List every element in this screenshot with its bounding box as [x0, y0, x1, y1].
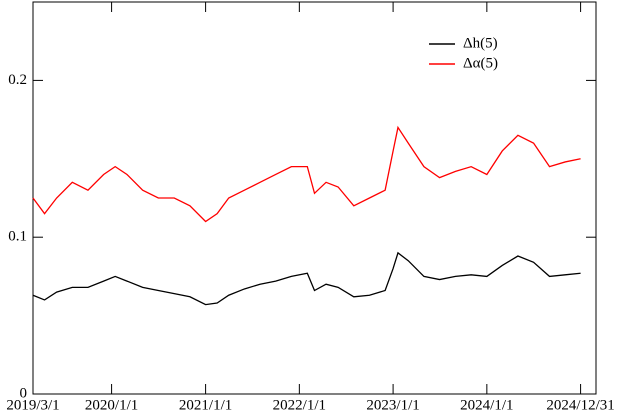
x-tick-label: 2021/1/1: [179, 397, 232, 413]
x-tick-label: 2023/1/1: [366, 397, 419, 413]
legend-label: Δh(5): [463, 35, 498, 51]
data-line: [32, 125, 581, 223]
x-tick-label: 2024/1/1: [460, 397, 513, 413]
x-tick-label: 2024/12/31: [546, 397, 614, 413]
x-tick-label: 2019/3/1: [6, 397, 59, 413]
x-tick-label: 2020/1/1: [85, 397, 138, 413]
y-tick-label: 0.1: [8, 229, 27, 245]
data-line: [32, 251, 581, 306]
x-tick-label: 2022/1/1: [273, 397, 326, 413]
y-tick-label: 0.2: [8, 72, 27, 88]
legend-label: Δα(5): [463, 55, 498, 71]
legend-box: [424, 29, 529, 79]
y-tick-label: 0: [20, 385, 28, 401]
